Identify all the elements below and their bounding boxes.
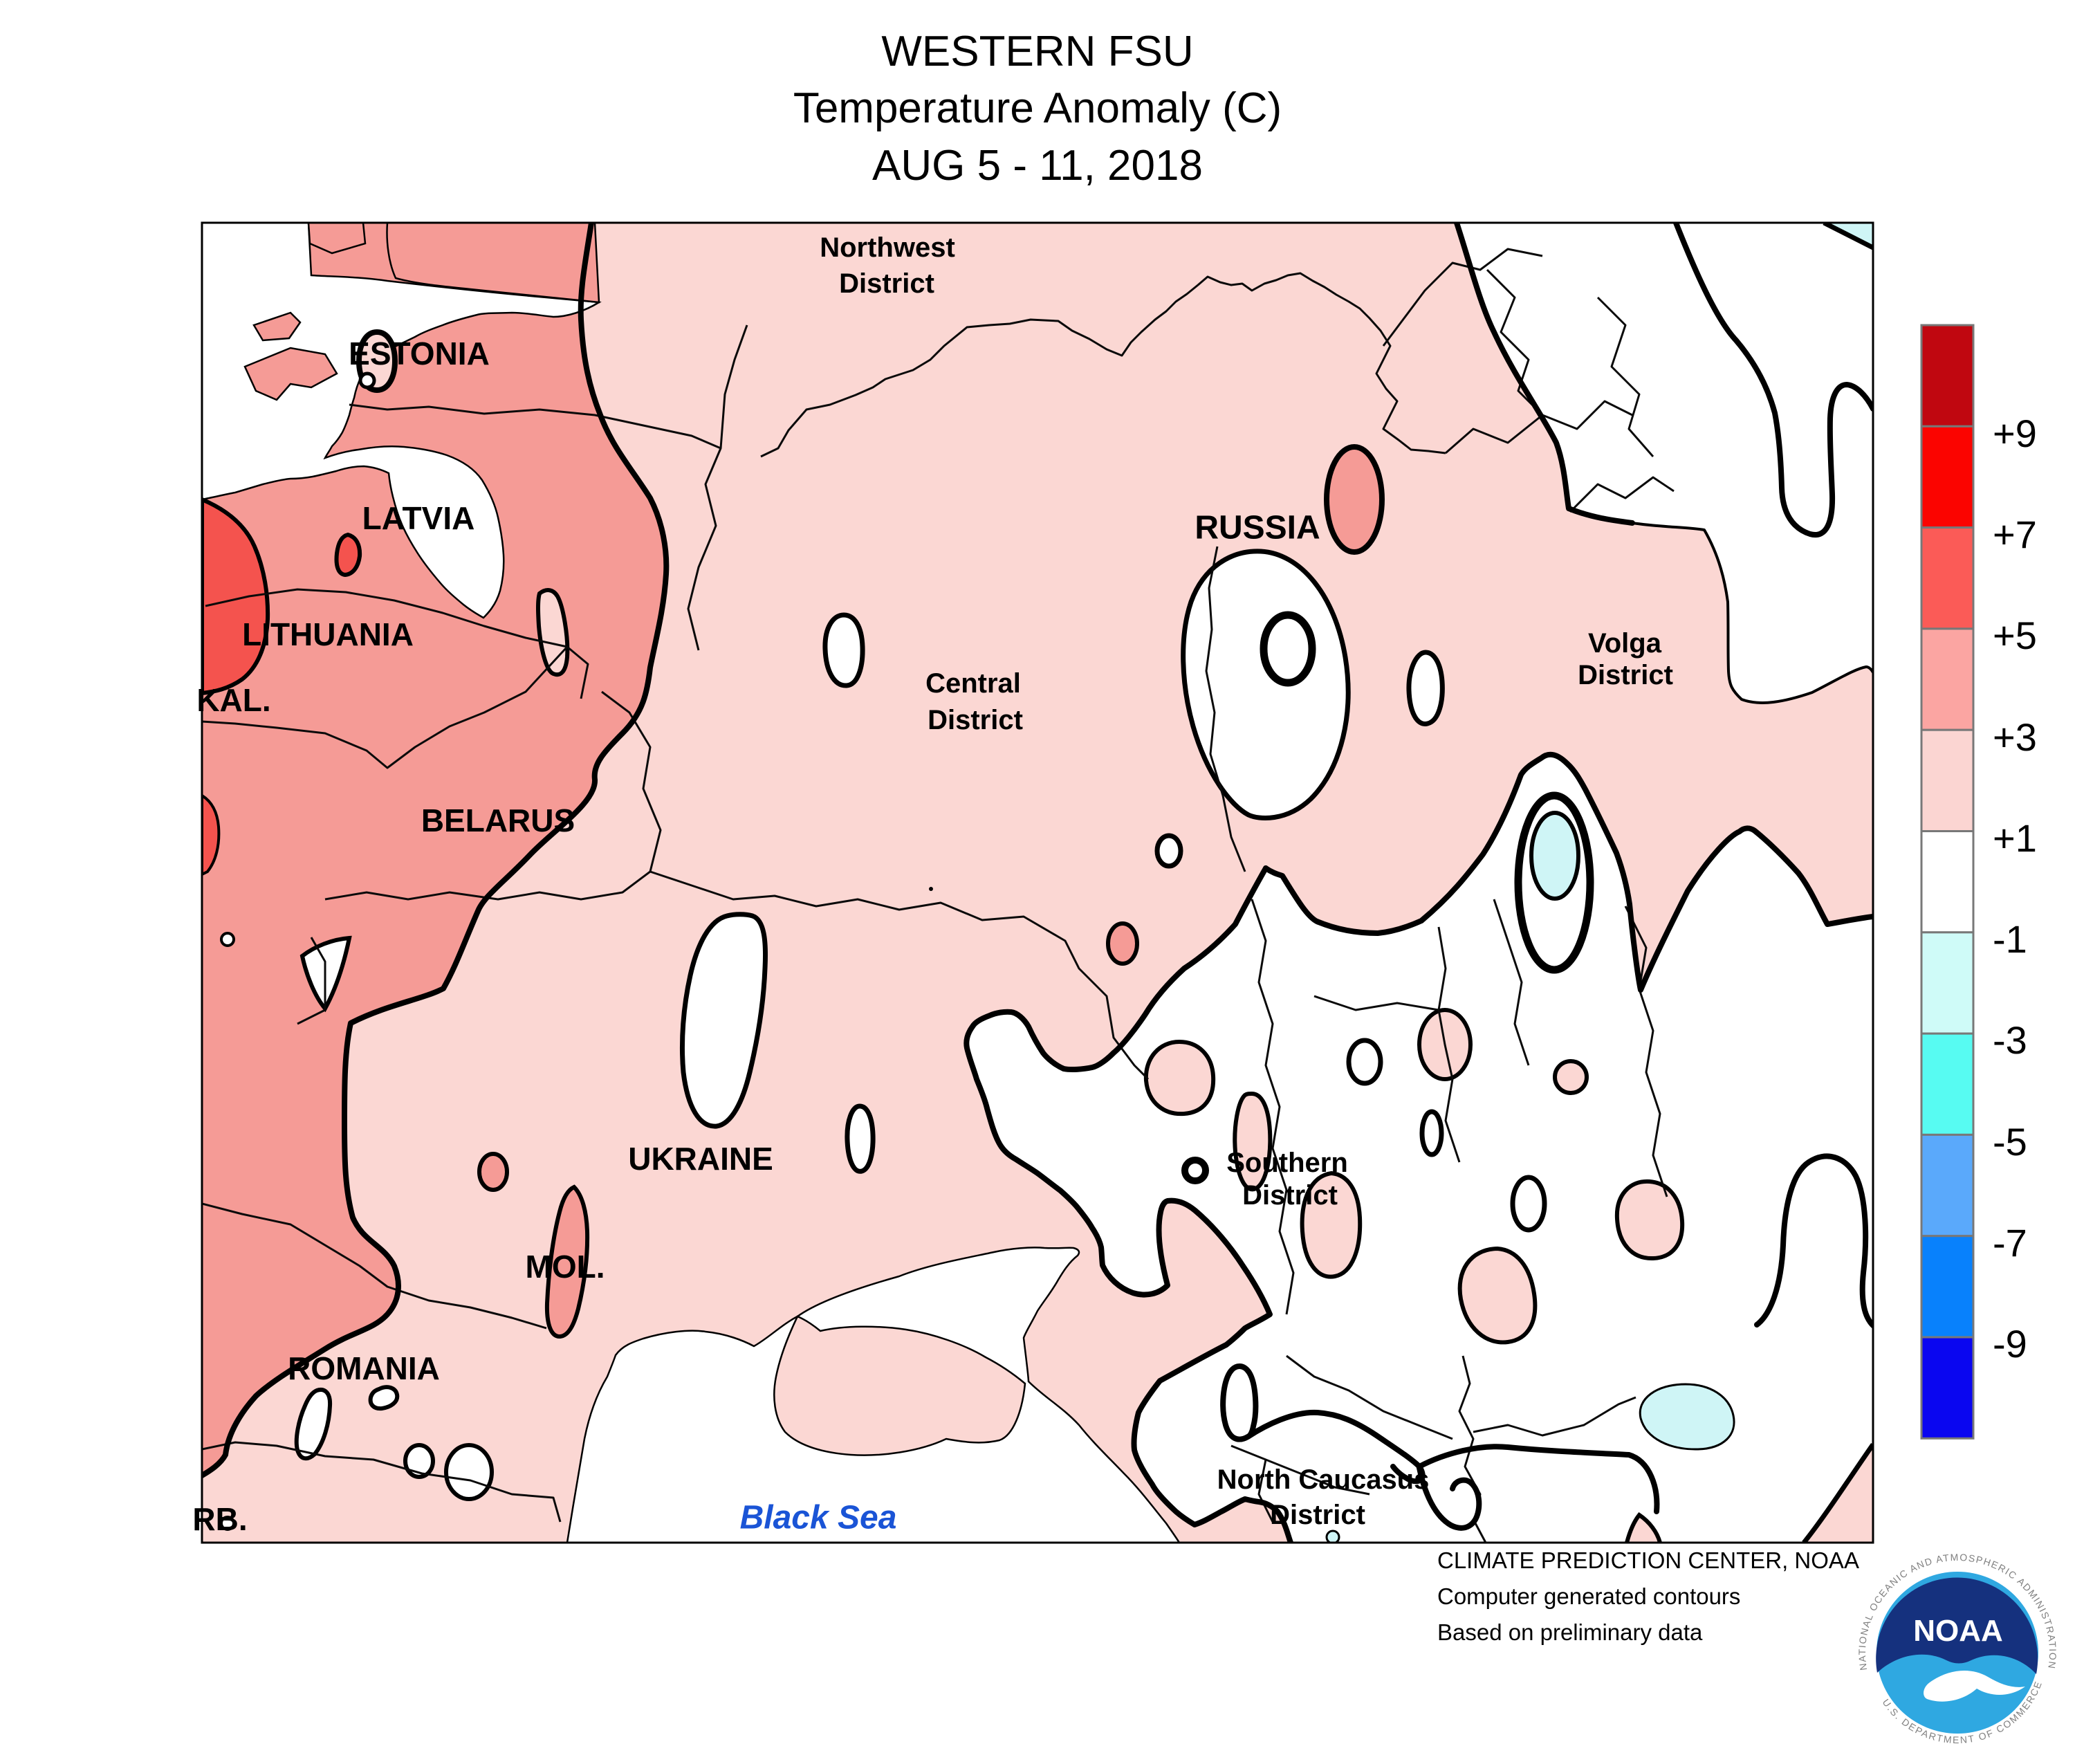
- svg-text:+3: +3: [1993, 715, 2037, 759]
- svg-text:-7: -7: [1993, 1221, 2027, 1265]
- svg-text:District: District: [839, 268, 934, 299]
- svg-text:+1: +1: [1993, 816, 2037, 860]
- svg-text:District: District: [928, 705, 1023, 735]
- svg-text:District: District: [1242, 1180, 1338, 1211]
- svg-text:+7: +7: [1993, 513, 2037, 556]
- svg-text:LITHUANIA: LITHUANIA: [242, 616, 414, 652]
- svg-text:Central: Central: [925, 668, 1021, 699]
- svg-text:-5: -5: [1993, 1120, 2027, 1164]
- svg-text:NOAA: NOAA: [1913, 1614, 2003, 1648]
- svg-text:ESTONIA: ESTONIA: [349, 336, 490, 371]
- svg-text:District: District: [1270, 1500, 1365, 1530]
- svg-text:+5: +5: [1993, 614, 2037, 657]
- svg-text:Black Sea: Black Sea: [740, 1500, 897, 1536]
- svg-text:BELARUS: BELARUS: [421, 802, 575, 838]
- svg-text:KAL.: KAL.: [196, 682, 270, 718]
- svg-text:-3: -3: [1993, 1018, 2027, 1062]
- svg-text:UKRAINE: UKRAINE: [628, 1141, 773, 1177]
- svg-text:Southern: Southern: [1226, 1148, 1348, 1178]
- svg-text:Volga: Volga: [1588, 628, 1662, 659]
- svg-text:+9: +9: [1993, 412, 2037, 455]
- svg-text:District: District: [1578, 660, 1673, 690]
- svg-text:-9: -9: [1993, 1322, 2027, 1366]
- svg-text:MOL.: MOL.: [526, 1249, 605, 1285]
- svg-text:-1: -1: [1993, 917, 2027, 961]
- svg-text:Northwest: Northwest: [820, 232, 955, 263]
- svg-text:RB.: RB.: [192, 1501, 247, 1537]
- svg-text:North Caucasus: North Caucasus: [1217, 1464, 1430, 1495]
- svg-text:RUSSIA: RUSSIA: [1195, 510, 1320, 546]
- svg-text:LATVIA: LATVIA: [362, 500, 475, 536]
- svg-text:ROMANIA: ROMANIA: [288, 1350, 440, 1386]
